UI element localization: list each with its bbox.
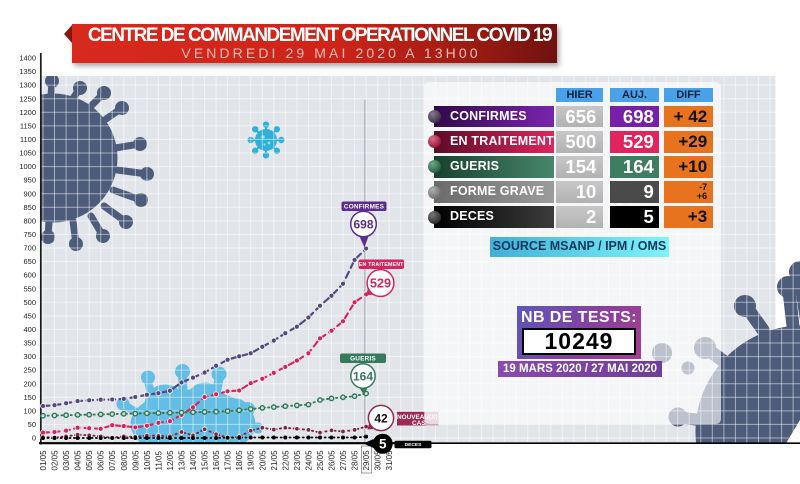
svg-text:19/05: 19/05 (247, 450, 256, 471)
svg-text:16/05: 16/05 (212, 450, 221, 471)
svg-text:1100: 1100 (20, 135, 36, 144)
svg-text:650: 650 (23, 257, 36, 266)
svg-text:950: 950 (23, 176, 36, 185)
svg-text:850: 850 (23, 203, 36, 212)
svg-text:29/05: 29/05 (362, 450, 371, 471)
svg-text:250: 250 (23, 366, 36, 375)
svg-text:DECES: DECES (405, 442, 423, 448)
svg-text:100: 100 (23, 407, 36, 416)
svg-text:300: 300 (23, 352, 36, 361)
svg-text:EN TRAITEMENT: EN TRAITEMENT (359, 262, 404, 268)
svg-text:900: 900 (23, 189, 36, 198)
svg-text:11/05: 11/05 (154, 451, 163, 471)
svg-text:08/05: 08/05 (120, 450, 129, 471)
svg-text:17/05: 17/05 (224, 450, 233, 471)
svg-text:1050: 1050 (19, 149, 36, 158)
svg-text:1400: 1400 (19, 54, 36, 63)
svg-text:1300: 1300 (19, 81, 36, 90)
svg-text:24/05: 24/05 (304, 450, 313, 471)
svg-text:1150: 1150 (20, 122, 36, 131)
svg-text:07/05: 07/05 (108, 450, 117, 471)
svg-text:5: 5 (379, 437, 387, 452)
svg-text:1200: 1200 (19, 108, 36, 117)
svg-text:698: 698 (353, 217, 373, 231)
svg-text:26/05: 26/05 (328, 450, 337, 471)
svg-text:09/05: 09/05 (131, 450, 140, 471)
svg-text:400: 400 (23, 325, 36, 334)
svg-text:350: 350 (23, 339, 36, 348)
svg-text:01/05: 01/05 (39, 450, 48, 471)
svg-text:150: 150 (23, 393, 36, 402)
svg-text:42: 42 (374, 411, 388, 425)
svg-text:22/05: 22/05 (281, 450, 290, 471)
svg-text:0: 0 (32, 434, 36, 443)
svg-text:21/05: 21/05 (270, 450, 279, 471)
svg-text:800: 800 (23, 217, 36, 226)
svg-text:1350: 1350 (19, 67, 36, 76)
svg-text:04/05: 04/05 (74, 450, 83, 471)
svg-text:450: 450 (23, 312, 36, 321)
svg-text:CONFIRMES: CONFIRMES (344, 204, 385, 211)
svg-text:600: 600 (23, 271, 36, 280)
svg-text:12/05: 12/05 (166, 450, 175, 471)
svg-text:23/05: 23/05 (293, 450, 302, 471)
svg-text:18/05: 18/05 (235, 450, 244, 471)
svg-text:27/05: 27/05 (339, 450, 348, 471)
svg-text:500: 500 (23, 298, 36, 307)
svg-text:50: 50 (28, 420, 36, 429)
svg-text:13/05: 13/05 (178, 450, 187, 471)
svg-text:03/05: 03/05 (62, 450, 71, 471)
svg-text:15/05: 15/05 (201, 450, 210, 471)
svg-text:05/05: 05/05 (85, 450, 94, 471)
svg-text:750: 750 (23, 230, 36, 239)
svg-text:GUERIS: GUERIS (350, 356, 376, 363)
svg-text:529: 529 (370, 276, 391, 291)
svg-text:1250: 1250 (19, 94, 36, 103)
svg-text:25/05: 25/05 (316, 450, 325, 471)
svg-text:28/05: 28/05 (351, 450, 360, 471)
svg-text:10/05: 10/05 (143, 450, 152, 471)
svg-text:200: 200 (23, 379, 36, 388)
svg-text:06/05: 06/05 (97, 450, 106, 471)
svg-text:14/05: 14/05 (189, 450, 198, 471)
svg-text:550: 550 (23, 284, 36, 293)
svg-text:164: 164 (353, 369, 373, 383)
svg-text:02/05: 02/05 (51, 450, 60, 471)
svg-text:20/05: 20/05 (258, 450, 267, 471)
svg-text:700: 700 (23, 244, 36, 253)
svg-text:1000: 1000 (19, 162, 36, 171)
